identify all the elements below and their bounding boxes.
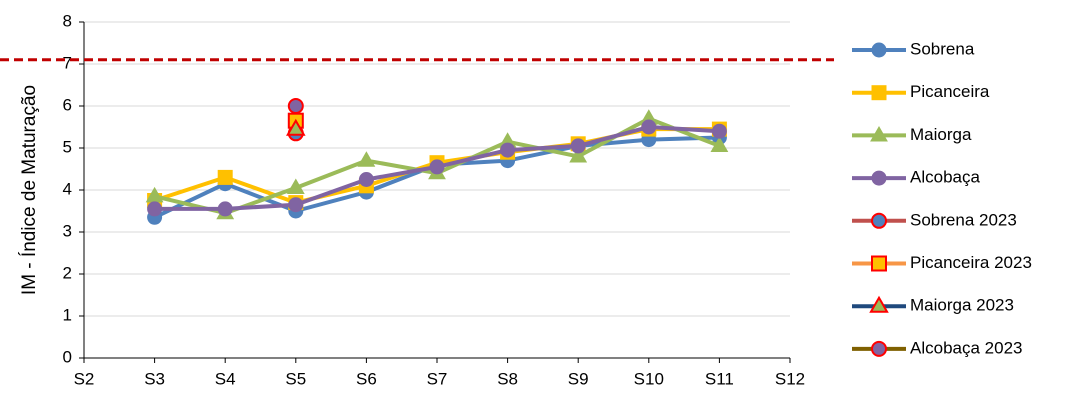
y-tick-label: 0 [63,347,72,366]
point [358,172,374,187]
legend-marker [871,42,887,58]
legend-marker [871,85,887,101]
y-tick-label: 6 [63,95,72,114]
point [641,119,657,135]
legend-marker [869,295,889,313]
legend-marker [871,340,887,357]
x-tick-label: S2 [74,369,95,388]
legend-label: Picanceira 2023 [910,253,1032,272]
point [711,123,727,139]
y-tick-label: 5 [63,137,72,156]
legend-marker [871,170,887,186]
legend-marker [871,255,887,272]
y-tick-label: 4 [63,179,72,198]
point [357,151,376,167]
point [217,201,233,217]
point [217,169,233,185]
x-tick-label: S12 [775,369,805,388]
x-tick-label: S6 [356,369,377,388]
y-tick-label: 1 [63,305,72,324]
point [288,197,304,213]
x-tick-label: S7 [427,369,448,388]
point [287,98,304,114]
y-axis-label: IM - Índice de Maturação [19,85,40,295]
legend-label: Maiorga [910,125,972,144]
legend-label: Maiorga 2023 [910,296,1014,315]
y-tick-label: 2 [63,263,72,282]
x-tick-label: S4 [215,369,236,388]
legend-label: Alcobaça [910,168,980,187]
x-tick-label: S5 [285,369,306,388]
legend-marker [871,212,887,229]
y-tick-label: 3 [63,221,72,240]
x-tick-label: S10 [634,369,664,388]
point [710,136,729,152]
point [570,138,586,154]
x-tick-label: S11 [705,369,734,388]
legend-label: Sobrena [910,39,975,58]
point [147,201,163,217]
point [429,159,445,175]
legend-label: Sobrena 2023 [910,210,1017,229]
point [569,146,588,163]
y-tick-label: 7 [63,53,72,72]
x-tick-label: S9 [568,369,589,388]
x-tick-label: S8 [497,369,518,388]
y-tick-label: 8 [63,11,72,30]
legend-label: Alcobaça 2023 [910,338,1022,357]
point [500,142,516,158]
point [286,178,305,194]
legend-marker [870,125,888,142]
legend-label: Picanceira [910,82,990,101]
x-tick-label: S3 [144,369,165,388]
point [286,118,306,136]
